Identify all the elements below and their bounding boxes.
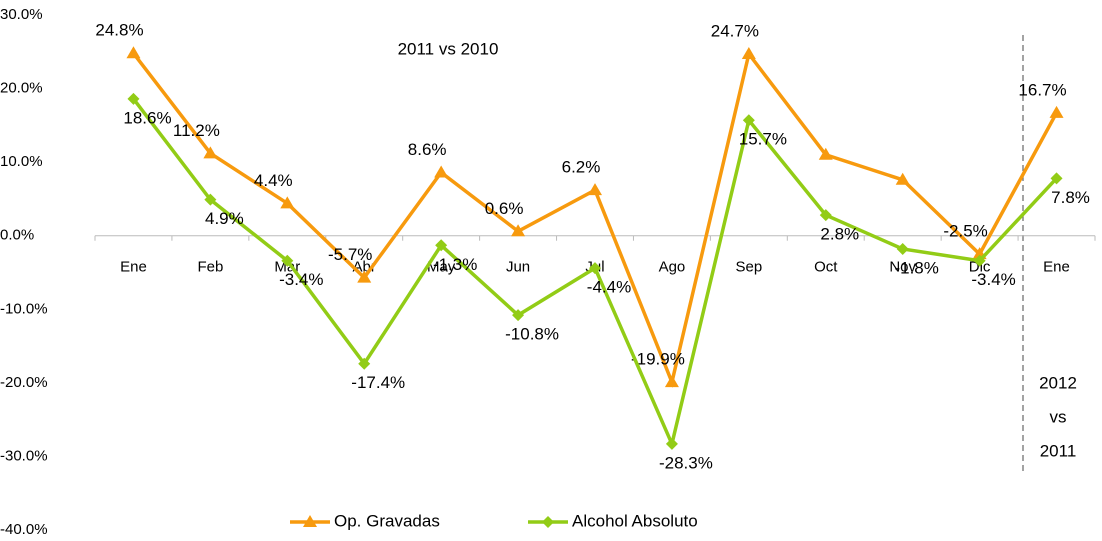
marker (512, 309, 525, 322)
marker (588, 183, 602, 196)
data-label: 8.6% (408, 140, 447, 159)
marker (542, 516, 554, 528)
data-label: -28.3% (659, 453, 713, 472)
data-label: -3.4% (279, 270, 323, 289)
data-label: -17.4% (351, 373, 405, 392)
data-label: -1.8% (894, 258, 938, 277)
data-label: 0.6% (485, 199, 524, 218)
marker (511, 224, 526, 237)
data-label: 2.8% (820, 225, 859, 244)
y-tick-label: -10.0% (0, 300, 48, 317)
marker (126, 46, 141, 59)
y-tick-label: 30.0% (0, 6, 43, 23)
marker (819, 209, 832, 222)
marker (435, 239, 448, 252)
data-label: -4.4% (587, 278, 631, 297)
marker (896, 242, 909, 255)
line (132, 49, 1059, 388)
data-label: 24.7% (711, 21, 759, 40)
x-tick-label: Nov (889, 259, 916, 276)
marker (127, 92, 140, 105)
x-tick-label: Jun (506, 259, 530, 276)
marker (357, 270, 372, 283)
y-tick-label: -40.0% (0, 521, 48, 538)
data-label: -19.9% (631, 350, 685, 369)
data-label: 18.6% (123, 108, 171, 127)
marker (895, 172, 910, 185)
x-tick-label: May (427, 259, 456, 276)
marker (281, 254, 294, 267)
marker (589, 262, 601, 275)
legend-label: Op. Gravadas (334, 511, 440, 530)
marker (664, 375, 679, 388)
data-label: 6.2% (562, 158, 601, 177)
marker (818, 147, 833, 160)
y-tick-label: 0.0% (0, 227, 34, 244)
x-tick-label: Ene (120, 259, 147, 276)
data-label: 15.7% (739, 130, 787, 149)
y-tick-label: -30.0% (0, 447, 48, 464)
x-tick-label: Ago (659, 259, 686, 276)
marker (358, 357, 371, 370)
marker (203, 146, 218, 159)
marker (1049, 105, 1064, 118)
x-tick-label: Dic (969, 259, 991, 276)
data-label: 4.4% (254, 171, 293, 190)
marker (741, 46, 756, 59)
data-label: 11.2% (173, 121, 220, 140)
annotation: vs (1050, 407, 1067, 426)
x-tick-label: Sep (735, 259, 762, 276)
marker (973, 254, 986, 267)
annotation: 2011 vs 2010 (398, 39, 499, 58)
data-label: -5.7% (328, 245, 372, 264)
x-tick-label: Feb (197, 259, 223, 276)
marker (204, 193, 217, 206)
data-label: -10.8% (505, 325, 559, 344)
data-label: 4.9% (205, 209, 244, 228)
data-label: -1.3% (433, 255, 477, 274)
marker (280, 196, 295, 209)
marker (1050, 172, 1063, 185)
data-label: -3.4% (971, 270, 1015, 289)
y-tick-label: 20.0% (0, 80, 43, 97)
annotation: 2011 (1040, 441, 1077, 460)
x-tick-label: Oct (814, 259, 838, 276)
data-label: -2.5% (943, 222, 987, 241)
marker (303, 515, 317, 527)
legend-label: Alcohol Absoluto (572, 511, 698, 530)
marker (742, 114, 755, 127)
marker (434, 165, 449, 178)
y-tick-label: 10.0% (0, 153, 43, 170)
x-tick-label: Ene (1043, 259, 1070, 276)
data-label: 24.8% (95, 21, 143, 40)
data-label: 16.7% (1018, 80, 1066, 99)
marker (665, 437, 678, 450)
annotation: 2012 (1039, 373, 1077, 392)
y-tick-label: -20.0% (0, 374, 48, 391)
data-label: 7.8% (1051, 188, 1090, 207)
